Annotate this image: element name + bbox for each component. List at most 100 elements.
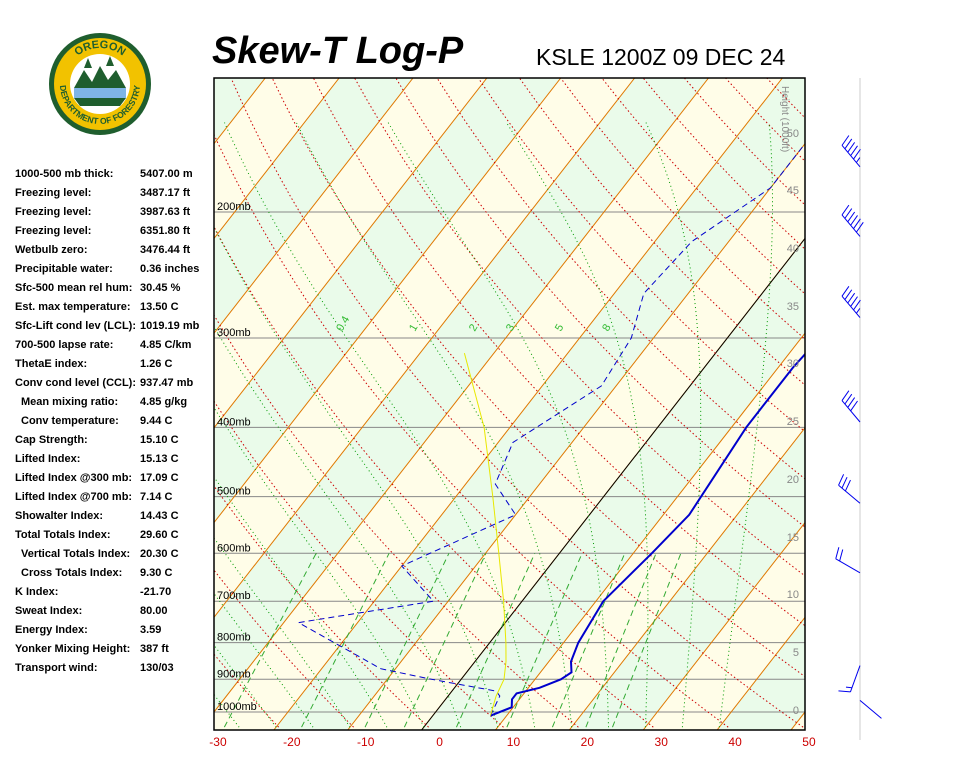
wind-barb	[841, 135, 861, 168]
mixing-ratio-label: 8	[600, 322, 613, 333]
isobar-label: 400mb	[217, 416, 251, 428]
index-label: Lifted Index @700 mb:	[15, 491, 133, 503]
wind-barb-staff	[841, 214, 861, 237]
x-tick-label: -30	[209, 735, 227, 749]
wind-barb	[835, 547, 861, 574]
index-label: Total Totals Index:	[15, 529, 111, 541]
temperature-band	[939, 78, 960, 730]
moist-adiabat-line	[224, 122, 536, 728]
wind-barb	[838, 474, 861, 504]
wind-barb-flag	[841, 286, 850, 297]
dry-adiabat-line	[214, 225, 654, 728]
index-value: 5407.00 m	[140, 168, 193, 180]
index-label: Conv cond level (CCL):	[15, 377, 137, 389]
isotherm-line	[495, 332, 805, 730]
height-tick-label: 20	[787, 474, 799, 486]
wind-barb-staff	[841, 295, 861, 318]
index-row: Vertical Totals Index: 20.30 C	[15, 548, 215, 567]
isobar-label: 300mb	[217, 327, 251, 339]
mixing-ratio-label: 2	[467, 322, 480, 333]
isotherm-line	[214, 78, 562, 524]
index-label: Sfc-500 mean rel hum:	[15, 282, 133, 294]
dry-adiabat-line	[518, 78, 805, 386]
isotherm-line	[0, 78, 44, 730]
isotherm-line	[273, 78, 783, 730]
wind-barb-staff	[841, 400, 861, 423]
isotherm-line	[214, 78, 636, 619]
index-value: 14.43 C	[140, 510, 179, 522]
plot-area	[0, 0, 960, 730]
wind-barb-flag	[835, 547, 840, 559]
moist-adiabat-line	[506, 122, 649, 728]
index-row: Total Totals Index: 29.60 C	[15, 529, 215, 548]
index-value: 17.09 C	[140, 472, 179, 484]
index-label: Est. max temperature:	[15, 301, 131, 313]
index-value: 387 ft	[140, 643, 169, 655]
isobar-label: 900mb	[217, 668, 251, 680]
dry-adiabat-line	[214, 653, 280, 728]
index-row: Lifted Index @700 mb: 7.14 C	[15, 491, 215, 510]
index-value: 4.85 C/km	[140, 339, 192, 351]
isotherm-line	[790, 711, 805, 730]
zero-isotherm-line	[421, 237, 805, 730]
index-label: K Index:	[15, 586, 59, 598]
mixing-ratio-line	[585, 553, 657, 728]
index-label: Yonker Mixing Height:	[15, 643, 131, 655]
wind-barb-flag	[847, 211, 856, 223]
dry-adiabat-line	[477, 78, 805, 433]
index-value: 9.30 C	[140, 567, 173, 579]
index-label: 1000-500 mb thick:	[15, 168, 114, 180]
height-tick-label: 0	[793, 705, 799, 717]
wind-barb	[841, 390, 861, 423]
dry-adiabat-line	[214, 400, 504, 728]
index-value: 3987.63 ft	[140, 206, 191, 218]
dry-adiabat-line	[0, 0, 129, 727]
index-value: 4.85 g/kg	[140, 396, 188, 408]
temperature-band	[273, 78, 805, 730]
index-label: Conv temperature:	[21, 415, 119, 427]
index-row: Lifted Index: 15.13 C	[15, 453, 215, 472]
index-label: Cap Strength:	[15, 434, 88, 446]
isotherm-line	[214, 78, 709, 713]
dry-adiabat-line	[888, 0, 960, 727]
wind-barb-flag	[841, 390, 850, 401]
index-row: Cross Totals Index: 9.30 C	[15, 567, 215, 586]
chart-title: Skew-T Log-P	[212, 30, 464, 72]
isotherm-line	[0, 78, 191, 730]
index-label: Transport wind:	[15, 662, 98, 674]
isotherm-line	[865, 78, 960, 730]
wind-barb-flag	[850, 145, 858, 156]
wind-barb-flag	[844, 479, 851, 492]
mixing-ratio-line	[551, 553, 626, 728]
index-value: 130/03	[140, 662, 174, 674]
mixing-ratio-label: 5	[553, 322, 566, 333]
index-row: Energy Index: 3.59	[15, 624, 215, 643]
index-row: Wetbulb zero: 3476.44 ft	[15, 244, 215, 263]
index-row: ThetaE index: 1.26 C	[15, 358, 215, 377]
wind-barb	[838, 665, 861, 693]
index-label: Showalter Index:	[15, 510, 104, 522]
wind-barb-flag	[841, 204, 850, 216]
moist-adiabat-line	[214, 693, 240, 728]
index-row: Lifted Index @300 mb: 17.09 C	[15, 472, 215, 491]
index-row: Showalter Index: 14.43 C	[15, 510, 215, 529]
wind-barb-staff	[841, 145, 861, 168]
isotherm-line	[716, 616, 805, 730]
oregon-forestry-logo: OREGON DEPARTMENT OF FORESTRY	[48, 32, 152, 136]
index-value: 937.47 mb	[140, 377, 194, 389]
x-tick-label: 10	[507, 735, 521, 749]
wind-barb-flag	[841, 135, 850, 146]
isobar-label: 800mb	[217, 632, 251, 644]
wind-barb-flag	[844, 138, 853, 150]
index-row: Freezing level: 3487.17 ft	[15, 187, 215, 206]
moist-adiabat-line	[718, 122, 773, 728]
index-label: Sweat Index:	[15, 605, 83, 617]
logo-ground	[74, 98, 126, 106]
x-tick-label: 30	[655, 735, 669, 749]
index-label: Freezing level:	[15, 206, 92, 218]
dry-adiabat-line	[436, 78, 805, 480]
wind-barb-staff	[859, 700, 882, 719]
index-label: Sfc-Lift cond lev (LCL):	[15, 320, 136, 332]
index-row: Mean mixing ratio: 4.85 g/kg	[15, 396, 215, 415]
